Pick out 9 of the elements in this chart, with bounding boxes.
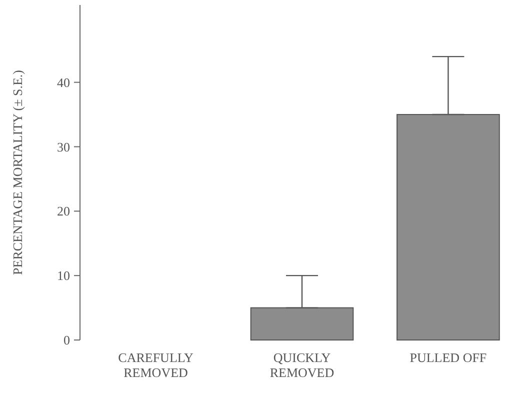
y-tick-label: 10 [57,268,70,284]
y-tick-label: 40 [57,74,70,90]
y-tick-label: 30 [57,139,70,154]
x-tick-label: PULLED OFF [410,350,487,365]
y-axis-title: PERCENTAGE MORTALITY (± S.E.) [10,70,25,275]
x-tick-label: CAREFULLY REMOVED [118,350,194,380]
y-tick-label: 20 [57,204,70,219]
y-tick-label: 0 [64,332,70,348]
x-tick-label: QUICKLY REMOVED [270,350,334,380]
